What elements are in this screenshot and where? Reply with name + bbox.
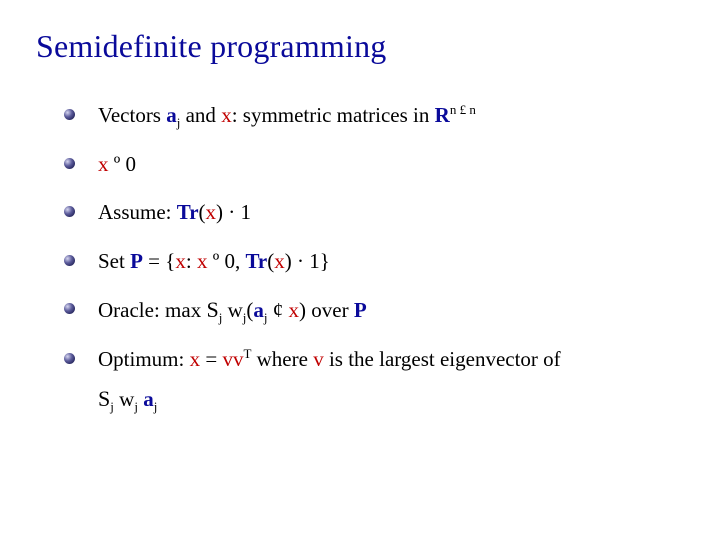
set-R: R [435,103,450,127]
var-a: a [253,298,264,322]
set-P: P [354,298,367,322]
var-x: x [274,249,285,273]
sphere-bullet-icon [64,109,75,120]
zero: 0 [126,152,137,176]
sub-j: j [154,399,158,414]
sigma: S [206,297,218,322]
tr: Tr [245,249,267,273]
var-x: x [98,152,109,176]
text: where [251,347,313,371]
rparen: ) [299,298,306,322]
var-w: w [119,387,134,411]
var-v: v [222,347,233,371]
text: over [306,298,354,322]
operator: º [109,152,126,176]
tr: Tr [177,200,199,224]
rparen: ) [216,200,223,224]
text: : [186,249,197,273]
text: Assume: [98,200,177,224]
slide-title: Semidefinite programming [36,28,684,65]
bullet-item-5-line2: Sj wj aj [98,382,684,416]
var-a: a [143,387,154,411]
var-v: v [313,347,324,371]
bullet-item-3: Set P = {x: x º 0, Tr(x) · 1} [64,245,684,278]
sigma: S [98,386,110,411]
sup-nxn: n £ n [450,102,476,117]
bullet-item-4: Oracle: max Sj wj(aj ¢ x) over P [64,293,684,327]
text: Oracle: max [98,298,206,322]
text: Optimum: [98,347,190,371]
text: Vectors [98,103,166,127]
var-w: w [228,298,243,322]
eq: = [200,347,222,371]
var-x: x [197,249,208,273]
sphere-bullet-icon [64,303,75,314]
rel: · 1 [223,200,251,224]
sphere-bullet-icon [64,255,75,266]
dot: ¢ [268,298,289,322]
sphere-bullet-icon [64,158,75,169]
var-x: x [190,347,201,371]
eq: = { [143,249,175,273]
bullet-item-5: Optimum: x = vvT where v is the largest … [64,343,684,416]
var-x: x [221,103,232,127]
rparen: ) [285,249,292,273]
bullet-item-1: x º 0 [64,148,684,181]
var-x: x [206,200,217,224]
var-a: a [166,103,177,127]
text: : symmetric matrices in [232,103,435,127]
lparen: ( [199,200,206,224]
var-v: v [233,347,244,371]
bullet-list: Vectors aj and x: symmetric matrices in … [36,99,684,416]
text: is the largest eigenvector of [324,347,561,371]
var-x: x [289,298,300,322]
bullet-item-2: Assume: Tr(x) · 1 [64,196,684,229]
tail: · 1} [292,249,330,273]
set-P: P [130,249,143,273]
sphere-bullet-icon [64,206,75,217]
var-x: x [175,249,186,273]
text: Set [98,249,130,273]
bullet-item-0: Vectors aj and x: symmetric matrices in … [64,99,684,132]
text: and [180,103,221,127]
sphere-bullet-icon [64,353,75,364]
operator: º 0, [207,249,245,273]
